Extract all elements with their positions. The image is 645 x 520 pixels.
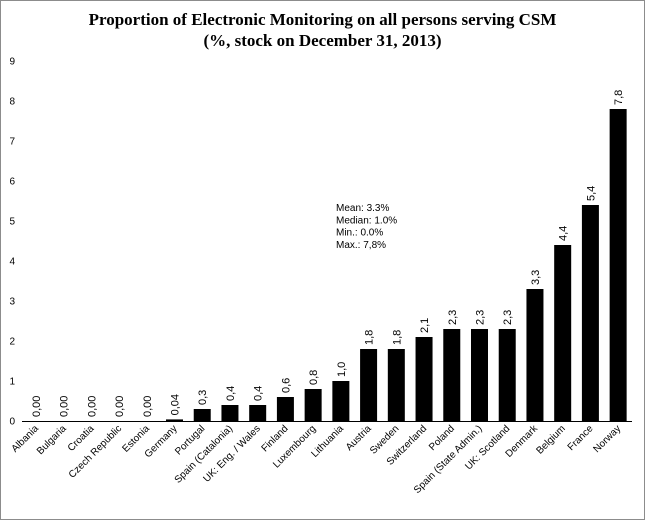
data-labels: 0,00 0,00 0,00 0,00 0,00 0,04 0,3 0,4 0,4 0,6 0,8 1… (31, 90, 625, 417)
data-label: 0,00 (31, 396, 43, 417)
data-label: 5,4 (585, 186, 597, 201)
data-label: 2,3 (447, 310, 459, 325)
data-label: 0,3 (197, 390, 209, 405)
stats-annotation: Mean: 3.3%Median: 1.0% Min.: 0.0%Max.: 7,… (336, 203, 397, 251)
bar (415, 337, 433, 421)
data-label: 7,8 (613, 90, 625, 105)
stats-line: Median: 1.0% (336, 215, 397, 226)
bar (387, 349, 405, 421)
data-label: 2,3 (502, 310, 514, 325)
bars (166, 109, 627, 421)
data-label: 0,4 (253, 386, 265, 401)
data-label: 1,8 (391, 330, 403, 345)
data-label: 0,00 (86, 396, 98, 417)
chart-title: Proportion of Electronic Monitoring on a… (88, 10, 557, 29)
y-tick-label: 5 (9, 217, 15, 228)
bar (249, 405, 267, 421)
stats-line: Max.: 7,8% (336, 240, 386, 251)
data-label: 0,04 (170, 394, 182, 415)
data-label: 0,00 (114, 396, 126, 417)
x-tick-label: Belgium (534, 423, 567, 456)
data-label: 0,8 (308, 370, 320, 385)
data-label: 4,4 (558, 226, 570, 241)
bar (609, 109, 627, 421)
y-tick-label: 9 (9, 57, 15, 68)
bar (471, 329, 488, 421)
data-label: 1,8 (364, 330, 376, 345)
bar (304, 389, 322, 421)
bar (193, 409, 211, 421)
bar (498, 329, 516, 421)
bar (276, 397, 294, 421)
y-tick-label: 3 (9, 297, 15, 308)
data-label: 0,4 (225, 386, 237, 401)
bar (332, 381, 350, 421)
stats-line: Mean: 3.3% (336, 203, 389, 214)
bar (166, 419, 183, 421)
chart-subtitle: (%, stock on December 31, 2013) (203, 31, 442, 50)
data-label: 0,00 (59, 396, 71, 417)
y-tick-label: 4 (9, 257, 15, 268)
y-tick-label: 2 (9, 337, 15, 348)
x-tick-label: Norway (592, 423, 624, 455)
bar (221, 405, 239, 421)
bar (443, 329, 461, 421)
bar (360, 349, 378, 421)
data-label: 1,0 (336, 362, 348, 377)
y-tick-label: 7 (9, 137, 15, 148)
y-tick-label: 8 (9, 97, 15, 108)
y-tick-label: 6 (9, 177, 15, 188)
data-label: 0,6 (280, 378, 292, 393)
chart-title-block: Proportion of Electronic Monitoring on a… (0, 9, 645, 51)
data-label: 0,00 (142, 396, 154, 417)
data-label: 2,1 (419, 318, 431, 333)
data-label: 3,3 (530, 270, 542, 285)
data-label: 2,3 (475, 310, 487, 325)
x-tick-label: France (566, 423, 596, 453)
bar (581, 205, 599, 421)
y-tick-label: 0 (9, 417, 15, 428)
bar (526, 289, 544, 421)
y-axis: 0 1 2 3 4 5 6 7 8 9 (9, 57, 15, 428)
bar (554, 245, 572, 421)
y-tick-label: 1 (9, 377, 15, 388)
x-tick-label: Bulgaria (35, 423, 69, 457)
stats-line: Min.: 0.0% (336, 228, 383, 239)
